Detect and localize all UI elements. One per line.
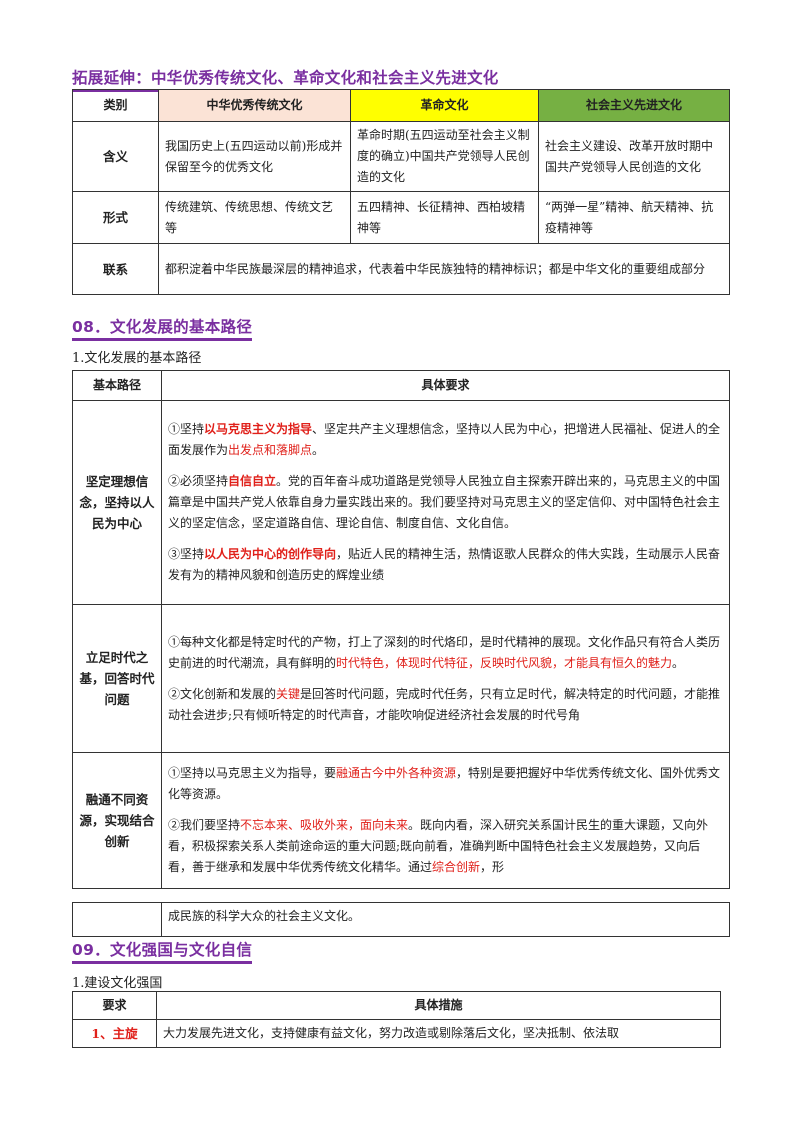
cell-meaning-socialist: 社会主义建设、改革开放时期中国共产党领导人民创造的文化 (538, 121, 730, 192)
subheading-09: 1.建设文化强国 (72, 976, 163, 991)
path-3-item-1: ①坚持以马克思主义为指导，要融通古今中外各种资源，特别是要把握好中华优秀传统文化… (168, 766, 721, 801)
path-content-1: ①坚持以马克思主义为指导、坚定共产主义理想信念，坚持以人民为中心，把增进人民福祉… (161, 400, 730, 605)
strong-culture-table: 要求 具体措施 1、主旋 大力发展先进文化，支持健康有益文化，努力改造或剔除落后… (72, 991, 721, 1048)
header-traditional: 中华优秀传统文化 (158, 89, 351, 122)
continued-empty-cell (72, 902, 162, 937)
cell-form-socialist: “两弹一星”精神、航天精神、抗疫精神等 (538, 191, 730, 244)
path-1-item-2: ②必须坚持自信自立。党的百年奋斗成功道路是党领导人民独立自主探索开辟出来的，马克… (168, 474, 721, 530)
requirement-text-1: 大力发展先进文化，支持健康有益文化，努力改造或剔除落后文化，坚决抵制、依法取 (156, 1019, 721, 1048)
paths-table-continued: 成民族的科学大众的社会主义文化。 (72, 902, 730, 937)
cell-meaning-traditional: 我国历史上(五四运动以前)形成并保留至今的优秀文化 (158, 121, 351, 192)
paths-table: 基本路径 具体要求 坚定理想信念，坚持以人民为中心 ①坚持以马克思主义为指导、坚… (72, 370, 730, 889)
path-content-3: ①坚持以马克思主义为指导，要融通古今中外各种资源，特别是要把握好中华优秀传统文化… (161, 752, 730, 889)
header-category: 类别 (72, 89, 159, 122)
header-requirements: 具体要求 (161, 370, 730, 401)
section-heading-09: 09．文化强国与文化自信 (72, 940, 253, 964)
path-1-item-1: ①坚持以马克思主义为指导、坚定共产主义理想信念，坚持以人民为中心，把增进人民福祉… (168, 422, 721, 457)
comparison-table: 类别 中华优秀传统文化 革命文化 社会主义先进文化 含义 我国历史上(五四运动以… (72, 89, 730, 295)
continued-text: 成民族的科学大众的社会主义文化。 (161, 902, 730, 937)
path-label-1: 坚定理想信念，坚持以人民为中心 (72, 400, 162, 605)
row-label-form: 形式 (72, 191, 159, 244)
section-heading-08: 08．文化发展的基本路径 (72, 317, 253, 341)
cell-relation: 都积淀着中华民族最深层的精神追求，代表着中华民族独特的精神标识；都是中华文化的重… (158, 243, 730, 295)
path-2-item-2: ②文化创新和发展的关键是回答时代问题，完成时代任务，只有立足时代，解决特定的时代… (168, 686, 721, 722)
subheading-08: 1.文化发展的基本路径 (72, 351, 202, 366)
header-socialist: 社会主义先进文化 (538, 89, 730, 122)
header-measures: 具体措施 (156, 991, 721, 1020)
header-path: 基本路径 (72, 370, 162, 401)
requirement-label-1: 1、主旋 (72, 1019, 157, 1048)
row-label-relation: 联系 (72, 243, 159, 295)
path-1-item-3: ③坚持以人民为中心的创作导向，贴近人民的精神生活，热情讴歌人民群众的伟大实践，生… (168, 547, 721, 582)
cell-meaning-revolutionary: 革命时期(五四运动至社会主义制度的确立)中国共产党领导人民创造的文化 (350, 121, 539, 192)
path-3-item-2: ②我们要坚持不忘本来、吸收外来，面向未来。既向内看，深入研究关系国计民生的重大课… (168, 818, 709, 874)
cell-form-revolutionary: 五四精神、长征精神、西柏坡精神等 (350, 191, 539, 244)
header-revolutionary: 革命文化 (350, 89, 539, 122)
path-content-2: ①每种文化都是特定时代的产物，打上了深刻的时代烙印，是时代精神的展现。文化作品只… (161, 604, 730, 753)
path-label-3: 融通不同资源，实现结合创新 (72, 752, 162, 889)
path-2-item-1: ①每种文化都是特定时代的产物，打上了深刻的时代烙印，是时代精神的展现。文化作品只… (168, 634, 721, 670)
header-requirement: 要求 (72, 991, 157, 1020)
path-label-2: 立足时代之基，回答时代问题 (72, 604, 162, 753)
cell-form-traditional: 传统建筑、传统思想、传统文艺等 (158, 191, 351, 244)
row-label-meaning: 含义 (72, 121, 159, 192)
